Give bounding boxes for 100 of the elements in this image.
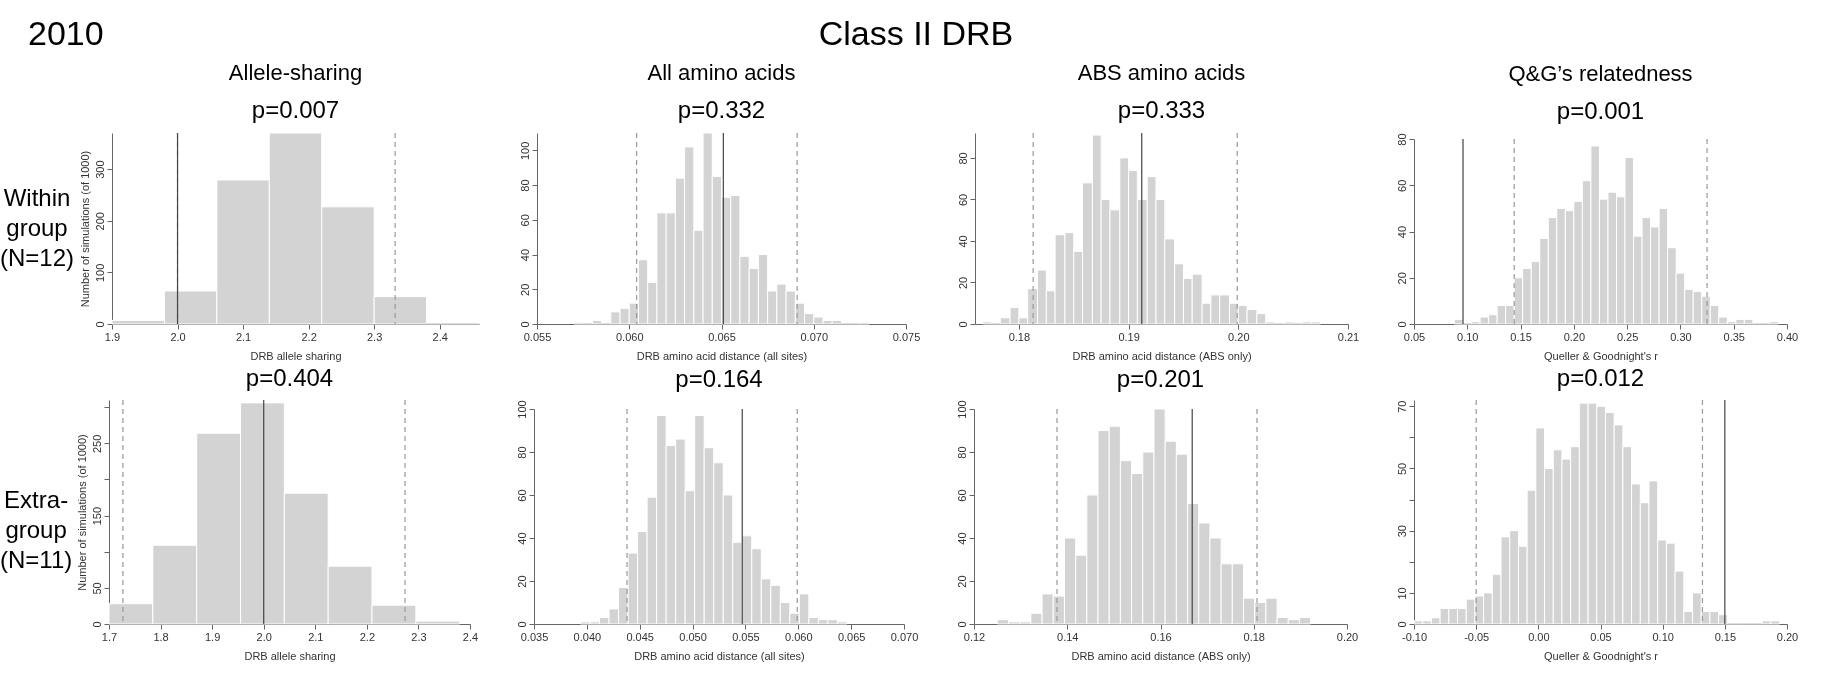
x-tick-label: 1.9: [104, 330, 121, 343]
chart-subtitle: p=0.333: [1117, 96, 1206, 124]
x-tick-label: 2.3: [411, 630, 427, 643]
x-tick-label: 2.0: [170, 330, 186, 343]
y-tick-label: 20: [518, 283, 531, 296]
chart-title: p=0.404: [246, 364, 334, 392]
x-tick-label: 0.16: [1150, 630, 1172, 643]
x-tick-label: 0.21: [1337, 330, 1360, 343]
y-tick-label: 60: [518, 214, 531, 227]
y-axis-title: Number of simulations (of 1000): [75, 434, 88, 591]
x-tick-label: 2.4: [463, 630, 479, 643]
chart-title: p=0.201: [1116, 364, 1205, 392]
y-tick-label: 100: [93, 263, 106, 283]
x-tick-label: 0.40: [1777, 330, 1799, 343]
y-tick-label: 0: [1395, 321, 1408, 328]
chart-title: p=0.012: [1556, 364, 1645, 392]
x-axis-title: DRB amino acid distance (all sites): [634, 649, 805, 662]
y-tick-label: 20: [515, 575, 528, 588]
x-tick-label: 0.00: [1528, 630, 1550, 643]
y-tick-label: 150: [90, 506, 103, 526]
y-tick-label: 50: [1395, 462, 1408, 476]
x-tick-label: 0.045: [626, 630, 655, 643]
x-axis-title: DRB allele sharing: [250, 349, 342, 362]
x-tick-label: 0.18: [1243, 630, 1266, 643]
chart-title: All amino acids: [647, 60, 795, 86]
x-tick-label: 0.040: [573, 630, 602, 643]
x-tick-label: 0.050: [679, 630, 708, 643]
y-tick-label: 100: [515, 400, 528, 419]
text: Within group (N=12): [0, 182, 75, 273]
y-tick-label: 100: [955, 400, 968, 419]
y-tick-label: 100: [518, 141, 531, 161]
x-axis-title: DRB amino acid distance (ABS only): [1072, 349, 1252, 362]
x-tick-label: 0.12: [963, 630, 986, 643]
x-tick-label: -0.05: [1464, 630, 1490, 643]
y-tick-label: 40: [956, 235, 969, 248]
x-tick-label: 2.1: [308, 630, 324, 643]
y-tick-label: 0: [955, 621, 968, 628]
x-tick-label: 0.05: [1404, 330, 1426, 343]
y-tick-label: 0: [90, 621, 103, 628]
x-tick-label: 0.25: [1617, 330, 1639, 343]
x-tick-label: 0.20: [1336, 630, 1359, 643]
y-tick-label: 0: [518, 321, 531, 328]
x-tick-label: 0.30: [1670, 330, 1693, 343]
y-tick-label: 60: [1395, 179, 1408, 192]
x-tick-label: 2.0: [256, 630, 273, 643]
chart-subtitle: p=0.001: [1557, 96, 1645, 124]
x-tick-label: 0.075: [892, 330, 920, 343]
x-axis-title: DRB amino acid distance (ABS only): [1071, 649, 1251, 662]
x-tick-label: 0.15: [1714, 630, 1737, 643]
x-tick-label: 0.19: [1118, 330, 1140, 343]
y-tick-label: 20: [1395, 272, 1408, 285]
y-tick-label: 80: [956, 152, 969, 165]
y-tick-label: 80: [955, 446, 968, 459]
x-tick-label: 0.20: [1564, 330, 1586, 343]
x-tick-label: 0.18: [1008, 330, 1031, 343]
y-tick-label: 0: [956, 321, 969, 328]
y-tick-label: 60: [515, 489, 528, 502]
x-tick-label: 0.14: [1057, 630, 1079, 643]
y-tick-label: 40: [955, 532, 968, 545]
x-axis-title: DRB allele sharing: [244, 649, 336, 662]
y-tick-label: 200: [93, 212, 106, 231]
x-tick-label: 0.35: [1723, 330, 1746, 343]
x-tick-label: 0.060: [785, 630, 813, 643]
x-tick-label: 2.3: [367, 330, 383, 343]
y-tick-label: 60: [956, 193, 969, 207]
y-tick-label: 10: [1395, 587, 1408, 600]
x-axis-title: DRB amino acid distance (all sites): [636, 349, 807, 362]
x-tick-label: 0.05: [1590, 630, 1612, 643]
y-tick-label: 250: [90, 434, 103, 454]
text: Class II DRB: [818, 14, 1014, 52]
chart-title: ABS amino acids: [1077, 60, 1246, 86]
y-tick-label: 20: [956, 276, 969, 290]
y-axis-title: Number of simulations (of 1000): [78, 150, 91, 308]
y-tick-label: 40: [515, 532, 528, 545]
chart-title: Allele-sharing: [228, 60, 363, 86]
y-tick-label: 70: [1395, 400, 1408, 413]
x-tick-label: 0.055: [732, 630, 760, 643]
text: Extra-group (N=11): [0, 485, 73, 575]
chart-subtitle: p=0.332: [677, 96, 765, 124]
text: 2010: [28, 14, 104, 53]
x-tick-label: 2.2: [301, 330, 317, 343]
y-tick-label: 20: [955, 575, 968, 588]
chart-subtitle: p=0.007: [251, 96, 340, 124]
y-tick-label: 0: [1395, 621, 1408, 628]
x-tick-label: 1.7: [102, 630, 118, 643]
x-axis-title: Queller & Goodnight's r: [1544, 349, 1659, 362]
y-tick-label: 80: [1395, 133, 1408, 146]
x-tick-label: 2.2: [359, 630, 376, 643]
y-tick-label: 60: [955, 489, 968, 502]
x-tick-label: 0.060: [615, 330, 644, 343]
x-tick-label: 0.10: [1652, 630, 1674, 643]
x-tick-label: 0.065: [707, 330, 736, 343]
y-tick-label: 40: [1395, 225, 1408, 239]
x-tick-label: 2.1: [235, 330, 252, 343]
y-tick-label: 300: [93, 160, 106, 179]
x-axis-title: Queller & Goodnight's r: [1544, 649, 1659, 662]
y-tick-label: 30: [1395, 525, 1408, 538]
y-tick-label: 80: [518, 179, 531, 192]
x-tick-label: 0.070: [890, 630, 919, 643]
y-tick-label: 40: [518, 248, 531, 262]
